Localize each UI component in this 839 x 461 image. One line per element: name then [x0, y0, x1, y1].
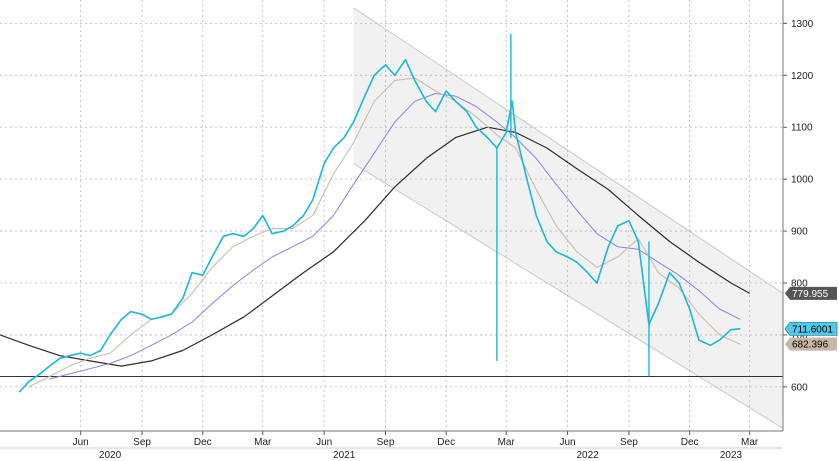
x-tick-label: Dec — [437, 437, 455, 448]
y-tick-label: 800 — [791, 279, 808, 290]
gridlines — [0, 0, 783, 431]
ma-mid-line — [49, 93, 741, 380]
year-label: 2020 — [99, 450, 122, 461]
ma-short-line — [28, 77, 741, 388]
y-tick-label: 1200 — [791, 71, 814, 82]
last-value-badge — [785, 337, 837, 351]
x-tick-label: Mar — [741, 437, 759, 448]
x-tick-label: Jun — [560, 437, 576, 448]
last-value-badge — [785, 286, 837, 300]
x-tick-label: Sep — [620, 437, 638, 448]
year-label: 2023 — [720, 450, 743, 461]
last-value-badges: 779.955 711.6001 682.396 — [784, 286, 838, 351]
channel-upper-line — [353, 7, 784, 294]
series-lines — [0, 33, 750, 393]
y-tick-label: 1300 — [791, 19, 814, 30]
x-tick-label: Jun — [316, 437, 332, 448]
x-tick-label: Dec — [194, 437, 212, 448]
x-tick-label: Sep — [377, 437, 395, 448]
channel-fill — [353, 7, 783, 429]
last-value-badge — [784, 322, 838, 336]
last-value-label: 779.955 — [792, 289, 829, 300]
y-tick-label: 1000 — [791, 175, 814, 186]
price-line — [18, 58, 741, 393]
year-label: 2022 — [576, 450, 599, 461]
x-tick-label: Mar — [498, 437, 516, 448]
last-value-label: 682.396 — [792, 340, 829, 351]
x-tick-label: Dec — [681, 437, 699, 448]
x-tick-label: Jun — [73, 437, 89, 448]
ma-long-line — [0, 126, 750, 367]
year-label: 2021 — [333, 450, 356, 461]
last-value-label: 711.6001 — [792, 324, 833, 335]
y-tick-label: 600 — [791, 382, 808, 393]
y-tick-label: 900 — [791, 227, 808, 238]
y-tick-label: 1100 — [791, 123, 813, 134]
y-tick-label: 700 — [791, 330, 808, 341]
axes: 600 700 800 900 1000 1100 1200 1300 Jun Sep Dec Mar… — [0, 0, 814, 461]
x-tick-label: Mar — [254, 437, 272, 448]
x-tick-label: Sep — [133, 437, 151, 448]
trend-channel — [353, 7, 784, 429]
channel-lower-line — [353, 163, 784, 429]
